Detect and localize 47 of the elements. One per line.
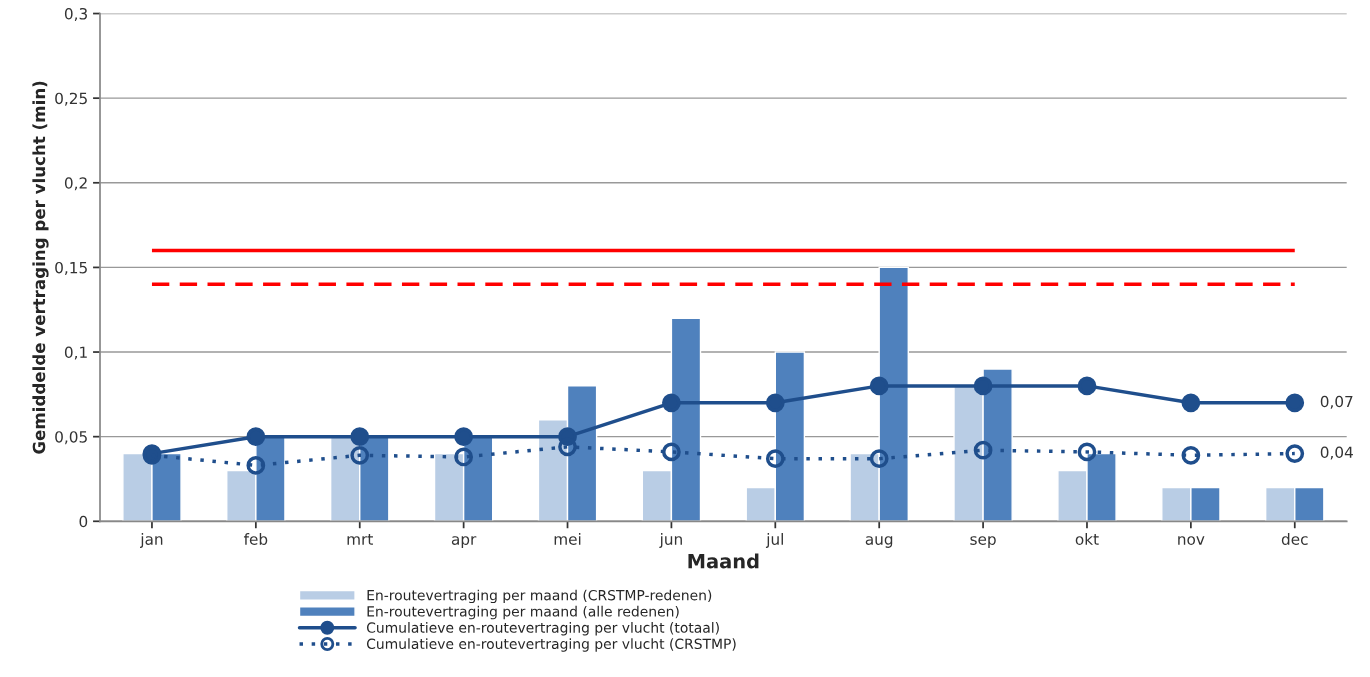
y-axis-title: Gemiddelde vertraging per vlucht (min)	[32, 81, 49, 454]
point	[454, 447, 474, 467]
x-tick-label: nov	[1178, 536, 1205, 545]
annotation: 0,07	[1320, 395, 1353, 409]
point	[1077, 376, 1097, 396]
x-tick-label: apr	[451, 536, 477, 548]
x-tick-label: aug	[865, 536, 893, 548]
y-tick-label: 0,15	[55, 261, 87, 275]
x-tick-label: jan	[140, 533, 163, 548]
point	[350, 445, 370, 465]
point	[1285, 393, 1305, 413]
x-tick-label: dec	[1281, 533, 1308, 545]
point	[1181, 393, 1201, 413]
x-tick-label: jun	[659, 533, 682, 548]
point	[869, 376, 889, 396]
point	[1181, 445, 1201, 465]
point	[973, 376, 993, 396]
y-tick-label: 0,1	[64, 346, 87, 360]
point	[765, 393, 785, 413]
legend-label: En-routevertraging per maand (alle redenen)	[367, 605, 679, 620]
point	[350, 427, 370, 447]
x-tick-label: jul	[765, 533, 783, 548]
x-tick-label: okt	[1075, 533, 1099, 545]
point	[454, 427, 474, 447]
legend-label: Cumulatieve en-routevertraging per vlucht (CRSTMP)	[366, 638, 736, 652]
y-tick-label: 0,3	[64, 8, 87, 22]
point	[662, 393, 681, 413]
x-tick-label: mrt	[347, 533, 373, 545]
point	[765, 449, 785, 469]
point	[662, 442, 681, 462]
point	[973, 440, 993, 460]
legend-label: En-routevertraging per maand (CRSTMP-redenen)	[367, 589, 712, 604]
x-tick-label: feb	[243, 533, 268, 545]
point	[869, 449, 889, 469]
point	[246, 427, 266, 447]
legend-label: Cumulatieve en-routevertraging per vlucht (totaal)	[366, 622, 719, 636]
annotation: 0,04	[1320, 446, 1353, 460]
point	[1077, 442, 1097, 462]
x-tick-label: sep	[970, 536, 996, 548]
y-tick-label: 0	[79, 515, 88, 528]
y-tick-label: 0,05	[55, 431, 87, 445]
point	[246, 456, 266, 475]
x-tick-label: mei	[554, 533, 581, 545]
point	[1285, 444, 1305, 463]
y-tick-label: 0,2	[64, 177, 87, 191]
x-axis-title: Maand	[688, 553, 759, 569]
y-tick-label: 0,25	[55, 92, 87, 106]
